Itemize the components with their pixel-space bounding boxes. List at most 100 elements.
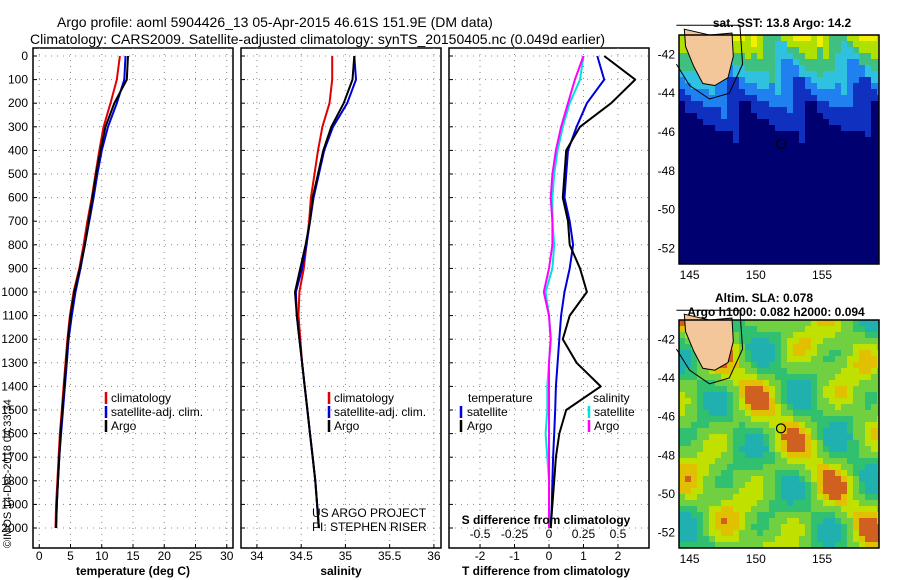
map-cell <box>787 77 793 83</box>
s-diff-tick-label: -0.5 <box>470 527 491 541</box>
map-cell <box>739 392 745 398</box>
map-cell <box>853 53 859 59</box>
map-cell <box>847 542 853 548</box>
map-cell <box>763 404 769 410</box>
map-cell <box>865 131 871 137</box>
map-cell <box>841 458 847 464</box>
map-cell <box>805 185 811 191</box>
map-cell <box>787 41 793 47</box>
map-cell <box>715 107 721 113</box>
map-cell <box>709 536 715 542</box>
map-cell <box>859 428 865 434</box>
map-cell <box>841 95 847 101</box>
sst-map-frame <box>678 34 880 265</box>
map-cell <box>835 89 841 95</box>
map-cell <box>823 320 829 326</box>
map-cell <box>679 65 685 71</box>
map-cell <box>781 113 787 119</box>
map-cell <box>823 119 829 125</box>
map-cell <box>703 203 709 209</box>
map-cell <box>841 149 847 155</box>
map-cell <box>787 344 793 350</box>
map-cell <box>787 470 793 476</box>
map-cell <box>829 137 835 143</box>
map-cell <box>739 209 745 215</box>
map-cell <box>715 404 721 410</box>
map-cell <box>793 197 799 203</box>
x-tick-label: 30 <box>220 549 234 563</box>
map-cell <box>703 137 709 143</box>
map-cell <box>829 524 835 530</box>
map-cell <box>721 251 727 257</box>
map-cell <box>739 137 745 143</box>
map-cell <box>847 410 853 416</box>
map-cell <box>793 215 799 221</box>
map-cell <box>877 398 879 404</box>
map-cell <box>739 35 745 41</box>
map-cell <box>679 233 685 239</box>
map-cell <box>745 227 751 233</box>
map-cell <box>781 464 787 470</box>
map-cell <box>781 500 787 506</box>
map-cell <box>865 65 871 71</box>
map-cell <box>691 524 697 530</box>
map-cell <box>871 161 877 167</box>
longitude-tick-label: 155 <box>812 268 832 282</box>
map-cell <box>775 464 781 470</box>
map-cell <box>805 125 811 131</box>
map-cell <box>739 422 745 428</box>
map-cell <box>709 173 715 179</box>
map-cell <box>853 77 859 83</box>
map-cell <box>799 320 805 326</box>
map-cell <box>715 530 721 536</box>
map-cell <box>679 191 685 197</box>
map-cell <box>691 482 697 488</box>
map-cell <box>697 167 703 173</box>
map-cell <box>799 41 805 47</box>
map-cell <box>727 524 733 530</box>
map-cell <box>757 530 763 536</box>
map-cell <box>775 410 781 416</box>
map-cell <box>829 167 835 173</box>
map-cell <box>823 161 829 167</box>
map-cell <box>745 107 751 113</box>
map-cell <box>685 536 691 542</box>
map-cell <box>775 95 781 101</box>
x-tick-label: -1 <box>509 549 520 563</box>
map-cell <box>799 137 805 143</box>
map-cell <box>775 374 781 380</box>
map-cell <box>751 59 757 65</box>
map-cell <box>739 179 745 185</box>
map-cell <box>703 221 709 227</box>
map-cell <box>841 41 847 47</box>
map-cell <box>691 179 697 185</box>
map-cell <box>799 416 805 422</box>
legend-t-argo-label: Argo <box>467 419 493 433</box>
map-cell <box>865 440 871 446</box>
map-cell <box>835 368 841 374</box>
map-cell <box>817 125 823 131</box>
map-cell <box>757 89 763 95</box>
map-cell <box>871 386 877 392</box>
map-cell <box>679 137 685 143</box>
map-cell <box>757 536 763 542</box>
map-cell <box>751 536 757 542</box>
salinity-panel-frame <box>240 47 442 549</box>
map-cell <box>835 209 841 215</box>
map-cell <box>841 338 847 344</box>
map-cell <box>859 173 865 179</box>
map-cell <box>751 101 757 107</box>
map-cell <box>739 482 745 488</box>
map-cell <box>697 410 703 416</box>
map-cell <box>841 482 847 488</box>
map-cell <box>877 197 879 203</box>
map-cell <box>685 251 691 257</box>
map-cell <box>751 107 757 113</box>
map-cell <box>703 536 709 542</box>
map-cell <box>751 149 757 155</box>
map-cell <box>775 452 781 458</box>
map-cell <box>877 113 879 119</box>
map-cell <box>853 95 859 101</box>
map-cell <box>763 518 769 524</box>
map-cell <box>757 392 763 398</box>
